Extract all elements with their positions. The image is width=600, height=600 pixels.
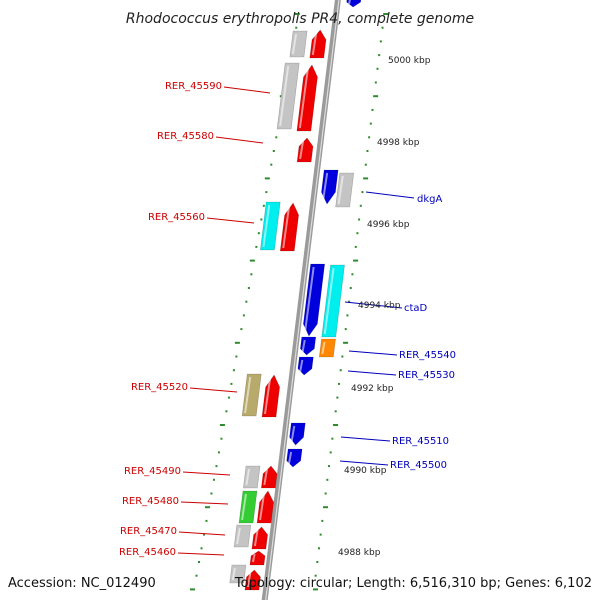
gene-label: RER_45540 xyxy=(399,350,456,361)
gene-label: RER_45490 xyxy=(124,466,181,477)
gene-shine xyxy=(251,553,256,563)
gene-shine xyxy=(311,32,318,56)
gene-shine xyxy=(299,140,305,160)
kbp-label: 4994 kbp xyxy=(358,301,401,311)
gene-blue xyxy=(303,263,326,337)
gene-shine xyxy=(291,33,298,55)
gene-shine xyxy=(303,266,315,334)
gene-label: RER_45460 xyxy=(119,547,176,558)
gene-shine xyxy=(301,339,306,353)
labels: Rhodococcus erythropolis PR4, complete g… xyxy=(8,11,592,591)
kbp-label: 4988 kbp xyxy=(338,548,381,558)
backbone-highlight xyxy=(265,0,340,600)
leader-line xyxy=(339,460,389,466)
gene-shine xyxy=(321,341,326,355)
accession-text: Accession: NC_012490 xyxy=(8,576,156,591)
gene-shine xyxy=(279,65,290,127)
gene-label: dkgA xyxy=(417,194,442,205)
gene-label: RER_45580 xyxy=(157,131,214,142)
map-title: Rhodococcus erythropolis PR4, complete g… xyxy=(126,11,474,27)
leader-line xyxy=(178,531,226,536)
gene-shine xyxy=(264,377,272,415)
gene-shine xyxy=(236,527,241,545)
leader-line xyxy=(340,436,391,442)
gene-label: ctaD xyxy=(404,303,428,314)
gene-shine xyxy=(323,267,335,335)
leader-line xyxy=(206,217,255,224)
leader-line xyxy=(344,301,403,309)
genome-backbone xyxy=(261,0,341,600)
gene-label: RER_45510 xyxy=(392,436,449,447)
gene-shine xyxy=(298,67,309,129)
gene-shine xyxy=(322,172,329,202)
leader-line xyxy=(177,552,225,556)
gene-shine xyxy=(282,205,291,249)
kbp-label: 4998 kbp xyxy=(377,138,420,148)
gene-red xyxy=(249,550,266,566)
leader-line xyxy=(182,471,231,476)
gene-shine xyxy=(299,359,304,373)
leader-line xyxy=(215,136,264,144)
gene-shine xyxy=(259,493,265,521)
kbp-label: 5000 kbp xyxy=(388,56,431,66)
kbp-label: 4992 kbp xyxy=(351,384,394,394)
summary-text: Topology: circular; Length: 6,516,310 bp… xyxy=(234,576,592,591)
gene-shine xyxy=(246,572,252,588)
gene-shine xyxy=(241,493,247,521)
gene-orange xyxy=(318,338,336,358)
gene-label: RER_45590 xyxy=(165,81,222,92)
gene-shine xyxy=(263,468,269,486)
leader-line xyxy=(348,350,398,356)
gene-features xyxy=(229,0,362,591)
leader-line xyxy=(180,501,229,505)
leader-line xyxy=(365,191,415,199)
leader-line xyxy=(223,86,271,94)
label-leader-lines xyxy=(177,86,415,556)
gene-shine xyxy=(262,204,271,248)
gene-shine xyxy=(290,425,296,443)
kbp-label: 4990 kbp xyxy=(344,466,387,476)
gene-label: RER_45480 xyxy=(122,496,179,507)
gene-shine xyxy=(348,0,351,5)
gene-label: RER_45560 xyxy=(148,212,205,223)
gene-shine xyxy=(245,468,251,486)
kbp-label: 4996 kbp xyxy=(367,220,410,230)
gene-label: RER_45520 xyxy=(131,382,188,393)
gene-label: RER_45470 xyxy=(120,526,177,537)
leader-line xyxy=(189,387,238,393)
gene-shine xyxy=(253,529,259,547)
gene-shine xyxy=(231,567,236,581)
gene-label: RER_45530 xyxy=(398,370,455,381)
leader-line xyxy=(347,370,397,376)
gene-label: RER_45500 xyxy=(390,460,447,471)
gene-shine xyxy=(337,175,344,205)
gene-shine xyxy=(244,376,252,414)
gene-shine xyxy=(287,451,293,465)
